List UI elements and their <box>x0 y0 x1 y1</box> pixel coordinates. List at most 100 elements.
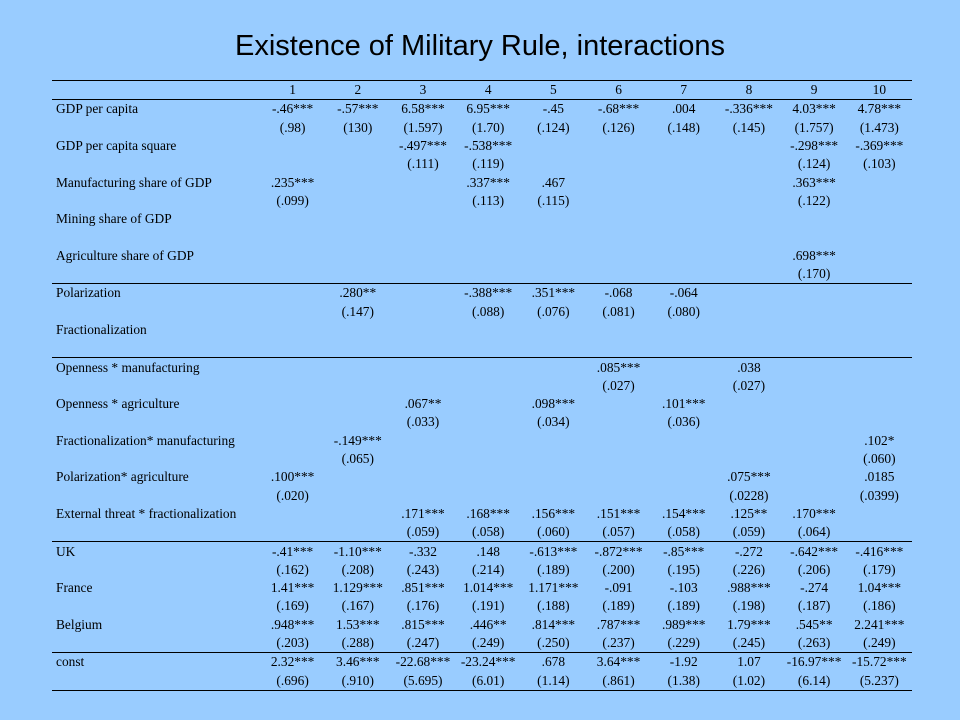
coefficient-row: Openness * manufacturing .085*** .038 <box>52 357 912 377</box>
coefficient-cell <box>846 283 912 303</box>
coefficient-cell <box>651 357 717 377</box>
variable-label: UK <box>52 541 261 561</box>
standard-error-cell <box>782 228 847 246</box>
standard-error-cell: (.058) <box>667 524 700 540</box>
coefficient-cell <box>847 395 912 413</box>
standard-error-cell: (.124) <box>537 119 570 135</box>
coefficient-cell <box>456 210 521 228</box>
standard-error-cell <box>782 487 847 505</box>
standard-error-label-blank <box>52 413 260 431</box>
standard-error-cell <box>586 339 651 358</box>
coefficient-cell: -.497*** <box>398 138 447 154</box>
coefficient-cell <box>521 210 586 228</box>
standard-error-cell: (.103) <box>863 156 896 172</box>
standard-error-cell <box>390 377 455 395</box>
standard-error-cell: (.057) <box>602 524 635 540</box>
coefficient-cell <box>716 137 781 155</box>
standard-error-label-blank <box>52 119 260 137</box>
standard-error-cell: (.243) <box>406 561 440 577</box>
coefficient-cell <box>782 321 847 339</box>
standard-error-cell <box>716 192 781 210</box>
standard-error-cell: (.206) <box>797 561 831 577</box>
variable-label: Fractionalization <box>56 322 147 337</box>
coefficient-cell: 3.46*** <box>325 652 391 672</box>
coefficient-cell <box>456 321 521 339</box>
standard-error-label-blank <box>52 303 260 321</box>
standard-error-cell <box>260 228 325 246</box>
standard-error-cell: (.080) <box>667 303 700 319</box>
coefficient-cell <box>586 468 651 486</box>
standard-error-cell <box>521 228 586 246</box>
coefficient-cell: 1.79*** <box>727 616 771 632</box>
standard-error-cell <box>521 377 586 395</box>
column-header: 10 <box>846 79 912 100</box>
standard-error-cell: (1.14) <box>520 671 586 691</box>
variable-label: GDP per capita <box>52 99 261 119</box>
standard-error-cell <box>390 339 455 358</box>
coefficient-cell: .171*** <box>401 505 445 521</box>
coefficient-cell <box>586 321 651 339</box>
standard-error-cell: (.187) <box>797 598 831 614</box>
coefficient-cell: -.332 <box>390 541 456 561</box>
coefficient-cell <box>586 247 651 265</box>
coefficient-cell: .678 <box>520 652 586 672</box>
coefficient-cell <box>325 247 390 265</box>
coefficient-cell <box>716 247 781 265</box>
standard-error-row: (.065) (.060) <box>52 450 912 468</box>
coefficient-cell <box>847 321 912 339</box>
coefficient-cell <box>325 468 390 486</box>
coefficient-cell: .004 <box>651 99 717 119</box>
coefficient-cell <box>847 173 912 191</box>
standard-error-cell <box>325 265 390 284</box>
coefficient-cell: -.272 <box>716 541 782 561</box>
coefficient-row: Polarization .280** -.388*** .351*** -.068 -.… <box>52 283 912 303</box>
coefficient-cell <box>325 321 390 339</box>
variable-label: GDP per capita square <box>56 138 177 154</box>
standard-error-cell: (.170) <box>797 266 831 282</box>
variable-label: const <box>52 652 261 672</box>
standard-error-cell <box>651 265 716 284</box>
coefficient-cell <box>325 137 390 155</box>
standard-error-cell <box>651 487 716 505</box>
standard-error-cell <box>325 339 390 358</box>
standard-error-cell <box>586 155 651 173</box>
standard-error-cell: (.027) <box>602 377 635 393</box>
coefficient-cell: .0185 <box>864 469 895 485</box>
coefficient-cell <box>651 210 716 228</box>
coefficient-cell <box>390 247 455 265</box>
standard-error-cell: (.064) <box>797 524 831 540</box>
standard-error-cell: (1.70) <box>471 119 505 135</box>
standard-error-cell <box>456 265 521 284</box>
standard-error-cell <box>782 339 847 358</box>
standard-error-cell: (.122) <box>797 192 831 208</box>
coefficient-cell: -.336*** <box>716 99 782 119</box>
coefficient-cell <box>456 468 521 486</box>
coefficient-cell <box>651 137 716 155</box>
standard-error-cell <box>390 450 455 468</box>
coefficient-cell: .446** <box>469 616 507 632</box>
standard-error-cell <box>847 339 912 358</box>
standard-error-cell <box>456 413 521 431</box>
standard-error-cell <box>651 450 716 468</box>
standard-error-cell <box>325 487 390 505</box>
coefficient-cell <box>716 210 781 228</box>
coefficient-cell: .101*** <box>661 396 706 412</box>
standard-error-cell: (1.38) <box>651 671 717 691</box>
standard-error-row <box>52 339 912 358</box>
coefficient-cell: .100*** <box>270 469 315 485</box>
standard-error-cell <box>521 487 586 505</box>
coefficient-cell: -.416*** <box>846 541 912 561</box>
standard-error-cell: (.0399) <box>859 487 899 503</box>
standard-error-cell: (5.695) <box>390 671 456 691</box>
standard-error-cell: (.034) <box>537 414 570 430</box>
standard-error-cell: (130) <box>343 119 373 135</box>
coefficient-cell: .168*** <box>466 505 510 521</box>
standard-error-cell <box>260 450 325 468</box>
standard-error-label-blank <box>52 671 261 691</box>
standard-error-row: (.98) (130) (1.597) (1.70) (.124) (.126) (.148… <box>52 119 912 137</box>
coefficient-cell <box>325 210 390 228</box>
coefficient-cell: 1.129*** <box>332 580 383 596</box>
coefficient-cell <box>390 432 455 450</box>
coefficient-cell: .351*** <box>520 283 586 303</box>
standard-error-cell <box>325 192 390 210</box>
